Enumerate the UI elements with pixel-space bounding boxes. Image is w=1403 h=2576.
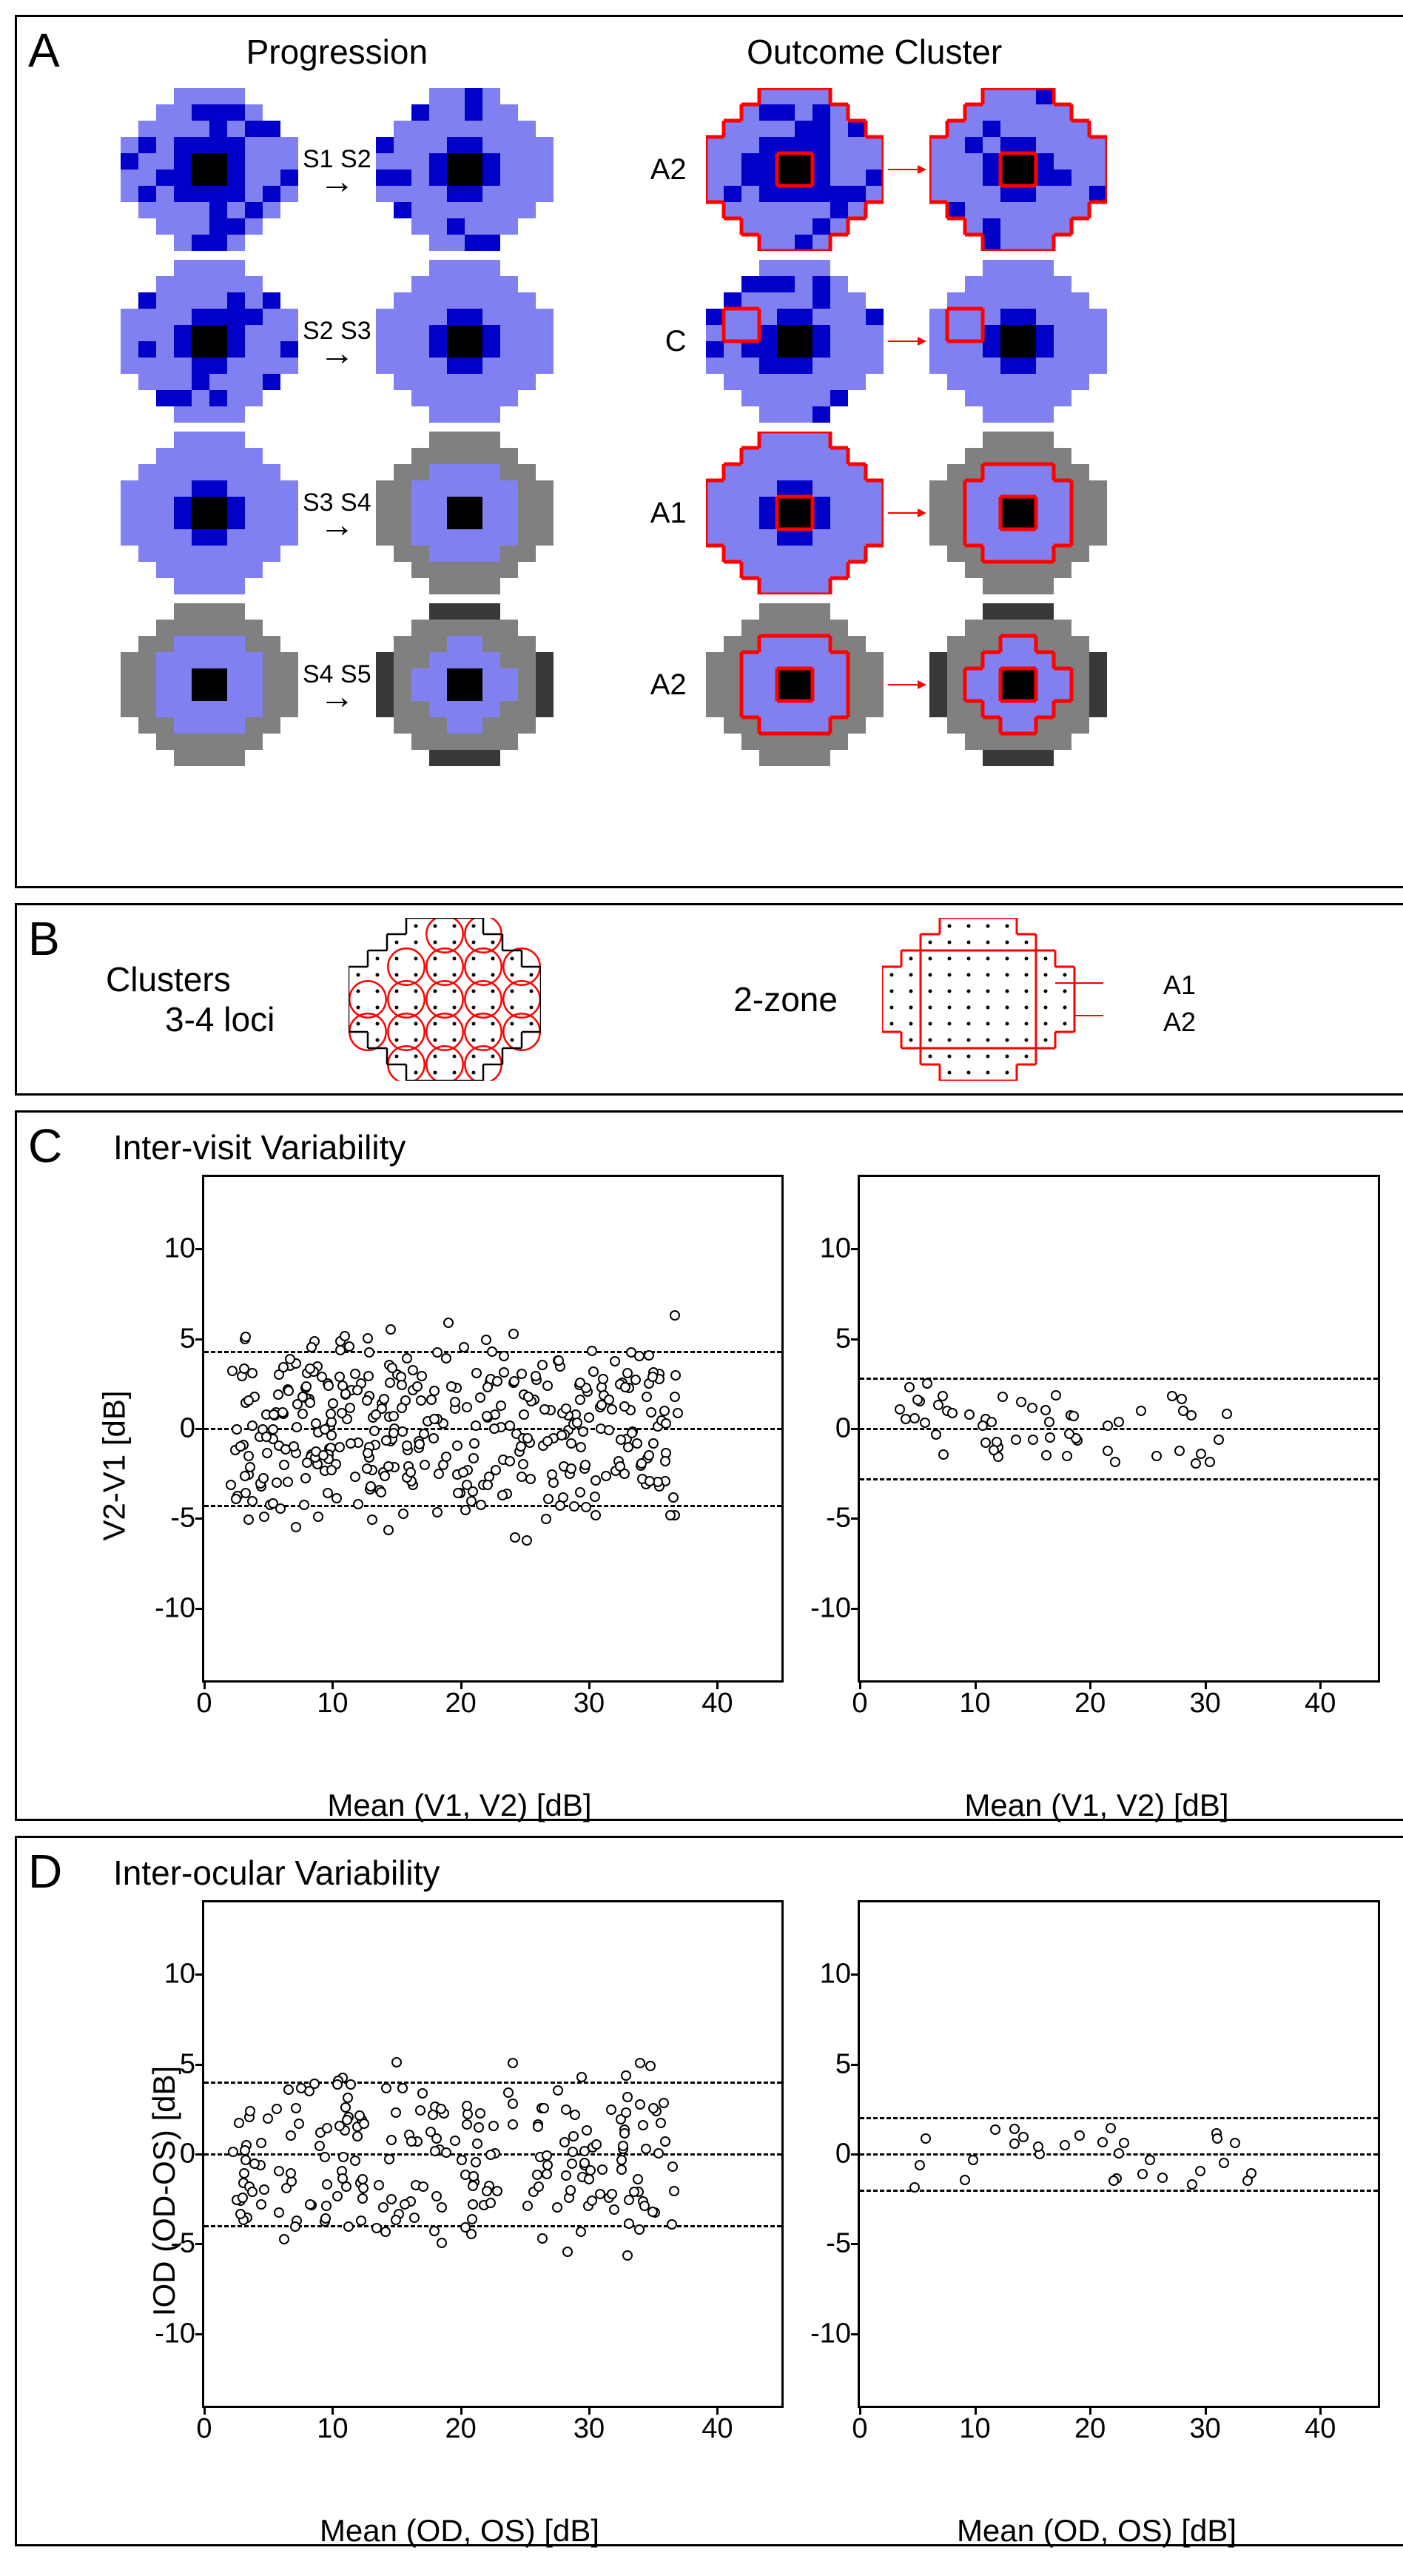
zone-a2-label: A2 (1163, 1007, 1196, 1038)
red-arrow-icon (888, 684, 925, 685)
outcome-header: Outcome Cluster (747, 32, 1002, 72)
outcome-label: A2 (642, 668, 687, 702)
progression-row: S1 S2→ (121, 88, 554, 251)
panel-b-label: B (28, 911, 60, 966)
arrow-icon: → (319, 172, 354, 193)
panel-d-title: Inter-ocular Variability (113, 1853, 1371, 1893)
panel-b-title: Clusters (106, 959, 275, 999)
outcome-row: A2 (642, 88, 1107, 251)
outcome-row: A1 (642, 432, 1107, 594)
transition-label: S2 S3 (303, 318, 371, 343)
progression-row: S4 S5→ (121, 603, 554, 766)
panel-d: D Inter-ocular Variability -10-505100102… (15, 1836, 1403, 2546)
clusters-left-label: 3-4 loci (165, 999, 275, 1039)
progression-row: S2 S3→ (121, 260, 554, 423)
transition-label: S4 S5 (303, 662, 371, 687)
chart-d-left: -10-50510010203040IOD (OD-OS) [dB]Mean (… (135, 1900, 784, 2482)
red-arrow-icon (888, 169, 925, 170)
outcome-row: A2 (642, 603, 1107, 766)
x-axis-label: Mean (OD, OS) [dB] (957, 2513, 1237, 2549)
progression-column: Progression S1 S2→S2 S3→S3 S4→S4 S5→ (121, 32, 554, 775)
arrow-icon: → (319, 687, 354, 708)
panel-c-title: Inter-visit Variability (113, 1127, 1371, 1167)
outcome-row: C (642, 260, 1107, 423)
x-axis-label: Mean (V1, V2) [dB] (327, 1788, 591, 1823)
zone-a1-label: A1 (1163, 970, 1196, 1001)
x-axis-label: Mean (V1, V2) [dB] (964, 1788, 1228, 1823)
transition-label: S1 S2 (303, 147, 371, 172)
outcome-column: Outcome Cluster A2 C A1 A2 (642, 32, 1107, 775)
arrow-icon: → (319, 343, 354, 365)
progression-row: S3 S4→ (121, 432, 554, 594)
y-axis-label: IOD (OD-OS) [dB] (147, 2066, 182, 2316)
chart-c-left: -10-50510010203040V2-V1 [dB]Mean (V1, V2… (135, 1175, 784, 1757)
panel-c-label: C (28, 1118, 62, 1173)
x-axis-label: Mean (OD, OS) [dB] (320, 2513, 599, 2549)
chart-d-right: -10-50510010203040Mean (OD, OS) [dB] (813, 1900, 1380, 2482)
outcome-label: A1 (642, 497, 687, 530)
arrow-icon: → (319, 515, 354, 537)
cluster-diagram-34loci (349, 918, 541, 1081)
panel-d-label: D (28, 1844, 62, 1899)
panel-b: B Clusters 3-4 loci 2-zone A1 A2 (15, 903, 1403, 1096)
progression-header: Progression (246, 32, 428, 72)
panel-c: C Inter-visit Variability -10-5051001020… (15, 1110, 1403, 1821)
red-arrow-icon (888, 341, 925, 342)
clusters-right-label: 2-zone (733, 979, 838, 1019)
red-arrow-icon (888, 512, 925, 514)
transition-label: S3 S4 (303, 490, 371, 515)
panel-a-label: A (28, 23, 60, 78)
y-axis-label: V2-V1 [dB] (97, 1390, 132, 1540)
chart-c-right: -10-50510010203040Mean (V1, V2) [dB] (813, 1175, 1380, 1757)
cluster-diagram-2zone (882, 918, 1119, 1081)
outcome-label: C (642, 325, 687, 358)
panel-a: A Progression S1 S2→S2 S3→S3 S4→S4 S5→ O… (15, 15, 1403, 888)
outcome-label: A2 (642, 153, 687, 187)
